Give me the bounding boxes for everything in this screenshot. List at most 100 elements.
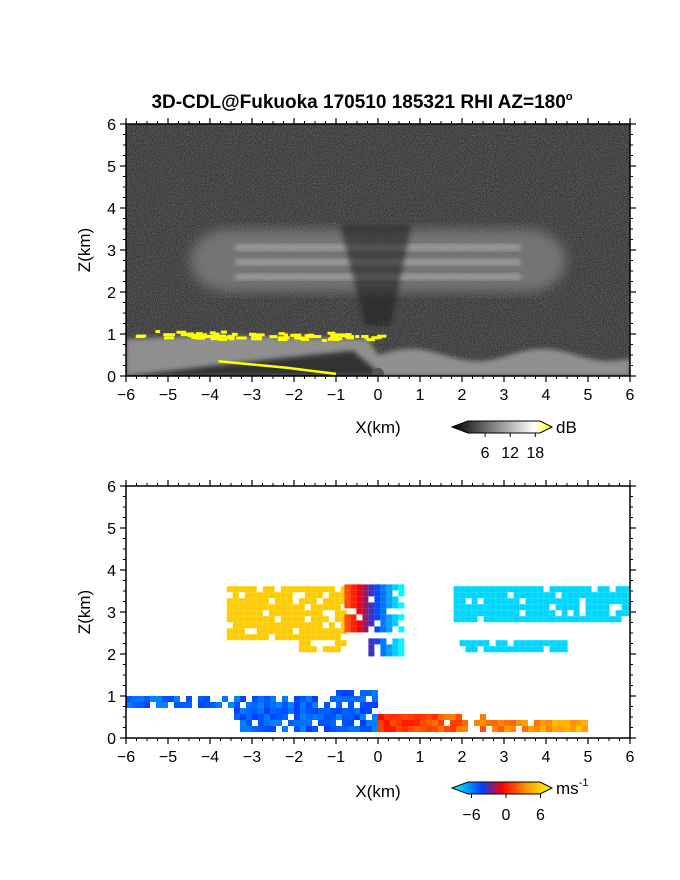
velocity-cell <box>336 726 342 732</box>
velocity-cell <box>519 646 526 653</box>
backscatter-strong-return <box>361 335 369 339</box>
backscatter-strong-return <box>231 332 238 336</box>
velocity-cell <box>330 720 336 726</box>
velocity-cell <box>585 598 592 605</box>
velocity-cell <box>328 604 335 611</box>
velocity-cell <box>489 610 496 617</box>
backscatter-strong-return <box>344 335 355 339</box>
velocity-cell <box>280 616 287 623</box>
velocity-cell <box>334 640 341 647</box>
velocity-cell <box>552 720 558 726</box>
backscatter-strong-return <box>321 338 327 342</box>
velocity-cell <box>386 602 393 609</box>
velocity-cell <box>386 584 393 591</box>
velocity-cell <box>328 634 335 641</box>
velocity-cell <box>162 696 168 702</box>
velocity-y-tick-label: 1 <box>107 689 116 706</box>
velocity-cell <box>282 708 288 714</box>
velocity-cell <box>408 714 414 720</box>
velocity-cell <box>262 604 269 611</box>
velocity-cell <box>453 586 460 593</box>
velocity-colorbar-tick-label: −6 <box>462 807 480 824</box>
velocity-cell <box>368 602 375 609</box>
velocity-cell <box>368 650 375 657</box>
velocity-region <box>453 586 630 653</box>
velocity-cell <box>298 628 305 635</box>
velocity-cell <box>459 616 466 623</box>
velocity-cell <box>459 586 466 593</box>
velocity-cell <box>334 598 341 605</box>
velocity-cell <box>537 616 544 623</box>
velocity-cell <box>504 720 510 726</box>
velocity-cell <box>465 640 472 647</box>
velocity-cell <box>226 616 233 623</box>
velocity-cell <box>537 610 544 617</box>
velocity-cell <box>537 646 544 653</box>
velocity-cell <box>489 598 496 605</box>
velocity-cell <box>398 602 405 609</box>
velocity-cell <box>336 696 342 702</box>
velocity-cell <box>561 586 568 593</box>
velocity-cell <box>342 720 348 726</box>
velocity-cell <box>432 720 438 726</box>
velocity-cell <box>591 616 598 623</box>
velocity-cell <box>340 628 347 635</box>
velocity-cell <box>627 592 630 599</box>
velocity-cell <box>268 604 275 611</box>
backscatter-y-tick-label: 5 <box>107 159 116 176</box>
velocity-cell <box>298 610 305 617</box>
velocity-cell <box>456 726 462 732</box>
velocity-cell <box>573 586 580 593</box>
velocity-cell <box>498 720 504 726</box>
velocity-cell <box>286 592 293 599</box>
velocity-cell <box>591 598 598 605</box>
velocity-cell <box>286 622 293 629</box>
velocity-cell <box>459 610 466 617</box>
backscatter-strong-return <box>229 337 235 341</box>
backscatter-strong-return <box>135 335 145 339</box>
velocity-cell <box>306 726 312 732</box>
velocity-cell <box>246 720 252 726</box>
velocity-cell <box>489 616 496 623</box>
velocity-cell <box>250 604 257 611</box>
velocity-cell <box>298 646 305 653</box>
velocity-cell <box>396 720 402 726</box>
velocity-cell <box>222 696 228 702</box>
velocity-cell <box>286 628 293 635</box>
velocity-cell <box>621 604 628 611</box>
velocity-cell <box>256 634 263 641</box>
velocity-x-tick-label: −4 <box>201 749 219 766</box>
velocity-cell <box>316 622 323 629</box>
velocity-cell <box>294 702 300 708</box>
velocity-cell <box>453 616 460 623</box>
velocity-cell <box>186 696 192 702</box>
velocity-cell <box>232 628 239 635</box>
backscatter-strong-return <box>218 337 228 341</box>
velocity-cell <box>567 592 574 599</box>
backscatter-strong-return <box>221 330 227 334</box>
velocity-cell <box>262 616 269 623</box>
velocity-cell <box>310 616 317 623</box>
velocity-cell <box>384 720 390 726</box>
velocity-cell <box>453 604 460 611</box>
velocity-cell <box>386 650 393 657</box>
velocity-cell <box>450 714 456 720</box>
velocity-cell <box>274 622 281 629</box>
velocity-cell <box>621 610 628 617</box>
backscatter-y-tick-label: 6 <box>107 117 116 134</box>
velocity-image <box>126 486 630 738</box>
backscatter-strong-return <box>195 336 206 340</box>
velocity-cell <box>398 614 405 621</box>
velocity-cell <box>444 714 450 720</box>
velocity-cell <box>392 614 399 621</box>
velocity-cell <box>585 586 592 593</box>
velocity-cell <box>256 592 263 599</box>
velocity-cell <box>250 622 257 629</box>
velocity-cell <box>262 592 269 599</box>
velocity-cell <box>615 616 622 623</box>
velocity-cell <box>366 690 372 696</box>
velocity-cell <box>276 720 282 726</box>
velocity-cell <box>384 714 390 720</box>
velocity-cell <box>304 634 311 641</box>
velocity-cell <box>380 620 387 627</box>
